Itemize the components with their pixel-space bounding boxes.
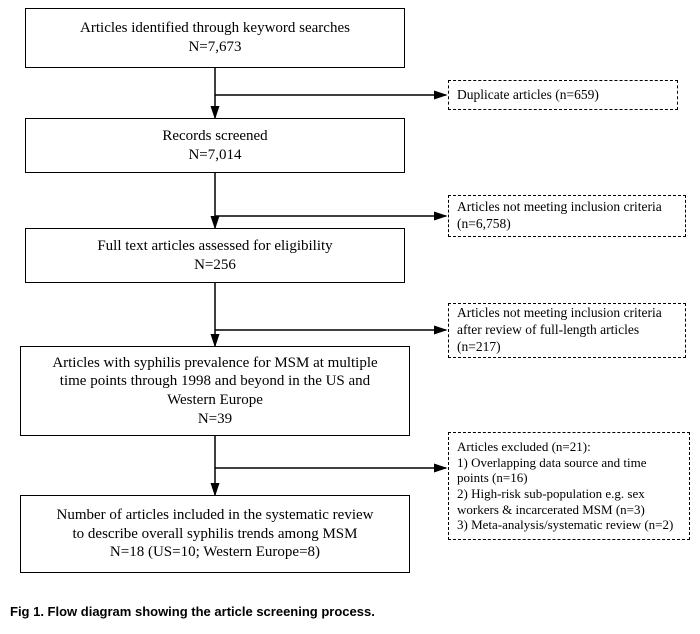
s4-l6: 3) Meta-analysis/systematic review (n=2) [457, 517, 673, 532]
n5-l2: to describe overall syphilis trends amon… [73, 526, 358, 542]
n4-l2: time points through 1998 and beyond in t… [60, 373, 370, 389]
n2-l1: Records screened [162, 128, 267, 144]
s3-l3: (n=217) [457, 339, 501, 354]
s2-l2: (n=6,758) [457, 216, 511, 231]
n3-l1: Full text articles assessed for eligibil… [97, 238, 332, 254]
n4-l3: Western Europe [167, 392, 263, 408]
node-prevalence: Articles with syphilis prevalence for MS… [20, 346, 410, 436]
node-identified: Articles identified through keyword sear… [25, 8, 405, 68]
s4-l1: Articles excluded (n=21): [457, 439, 591, 454]
side-duplicates: Duplicate articles (n=659) [448, 80, 678, 110]
n3-l2: N=256 [194, 257, 236, 273]
side-criteria2: Articles not meeting inclusion criteria … [448, 303, 686, 358]
s3-l2: after review of full-length articles [457, 322, 639, 337]
node-included: Number of articles included in the syste… [20, 495, 410, 573]
n5-l1: Number of articles included in the syste… [57, 507, 374, 523]
flow-diagram: Articles identified through keyword sear… [0, 0, 700, 634]
s4-l2: 1) Overlapping data source and time [457, 455, 647, 470]
node-fulltext: Full text articles assessed for eligibil… [25, 228, 405, 283]
s4-l4: 2) High-risk sub-population e.g. sex [457, 486, 645, 501]
n4-l4: N=39 [198, 411, 232, 427]
s2-l1: Articles not meeting inclusion criteria [457, 199, 662, 214]
s1-text: Duplicate articles (n=659) [457, 87, 599, 104]
node-screened: Records screened N=7,014 [25, 118, 405, 173]
n2-l2: N=7,014 [188, 147, 241, 163]
s4-l3: points (n=16) [457, 470, 528, 485]
n5-l3: N=18 (US=10; Western Europe=8) [110, 544, 320, 560]
n1-l1: Articles identified through keyword sear… [80, 20, 350, 36]
side-excluded: Articles excluded (n=21): 1) Overlapping… [448, 432, 690, 540]
n1-l2: N=7,673 [188, 39, 241, 55]
n4-l1: Articles with syphilis prevalence for MS… [52, 355, 377, 371]
s3-l1: Articles not meeting inclusion criteria [457, 305, 662, 320]
figure-caption: Fig 1. Flow diagram showing the article … [10, 604, 375, 619]
side-criteria1: Articles not meeting inclusion criteria … [448, 195, 686, 237]
s4-l5: workers & incarcerated MSM (n=3) [457, 502, 645, 517]
